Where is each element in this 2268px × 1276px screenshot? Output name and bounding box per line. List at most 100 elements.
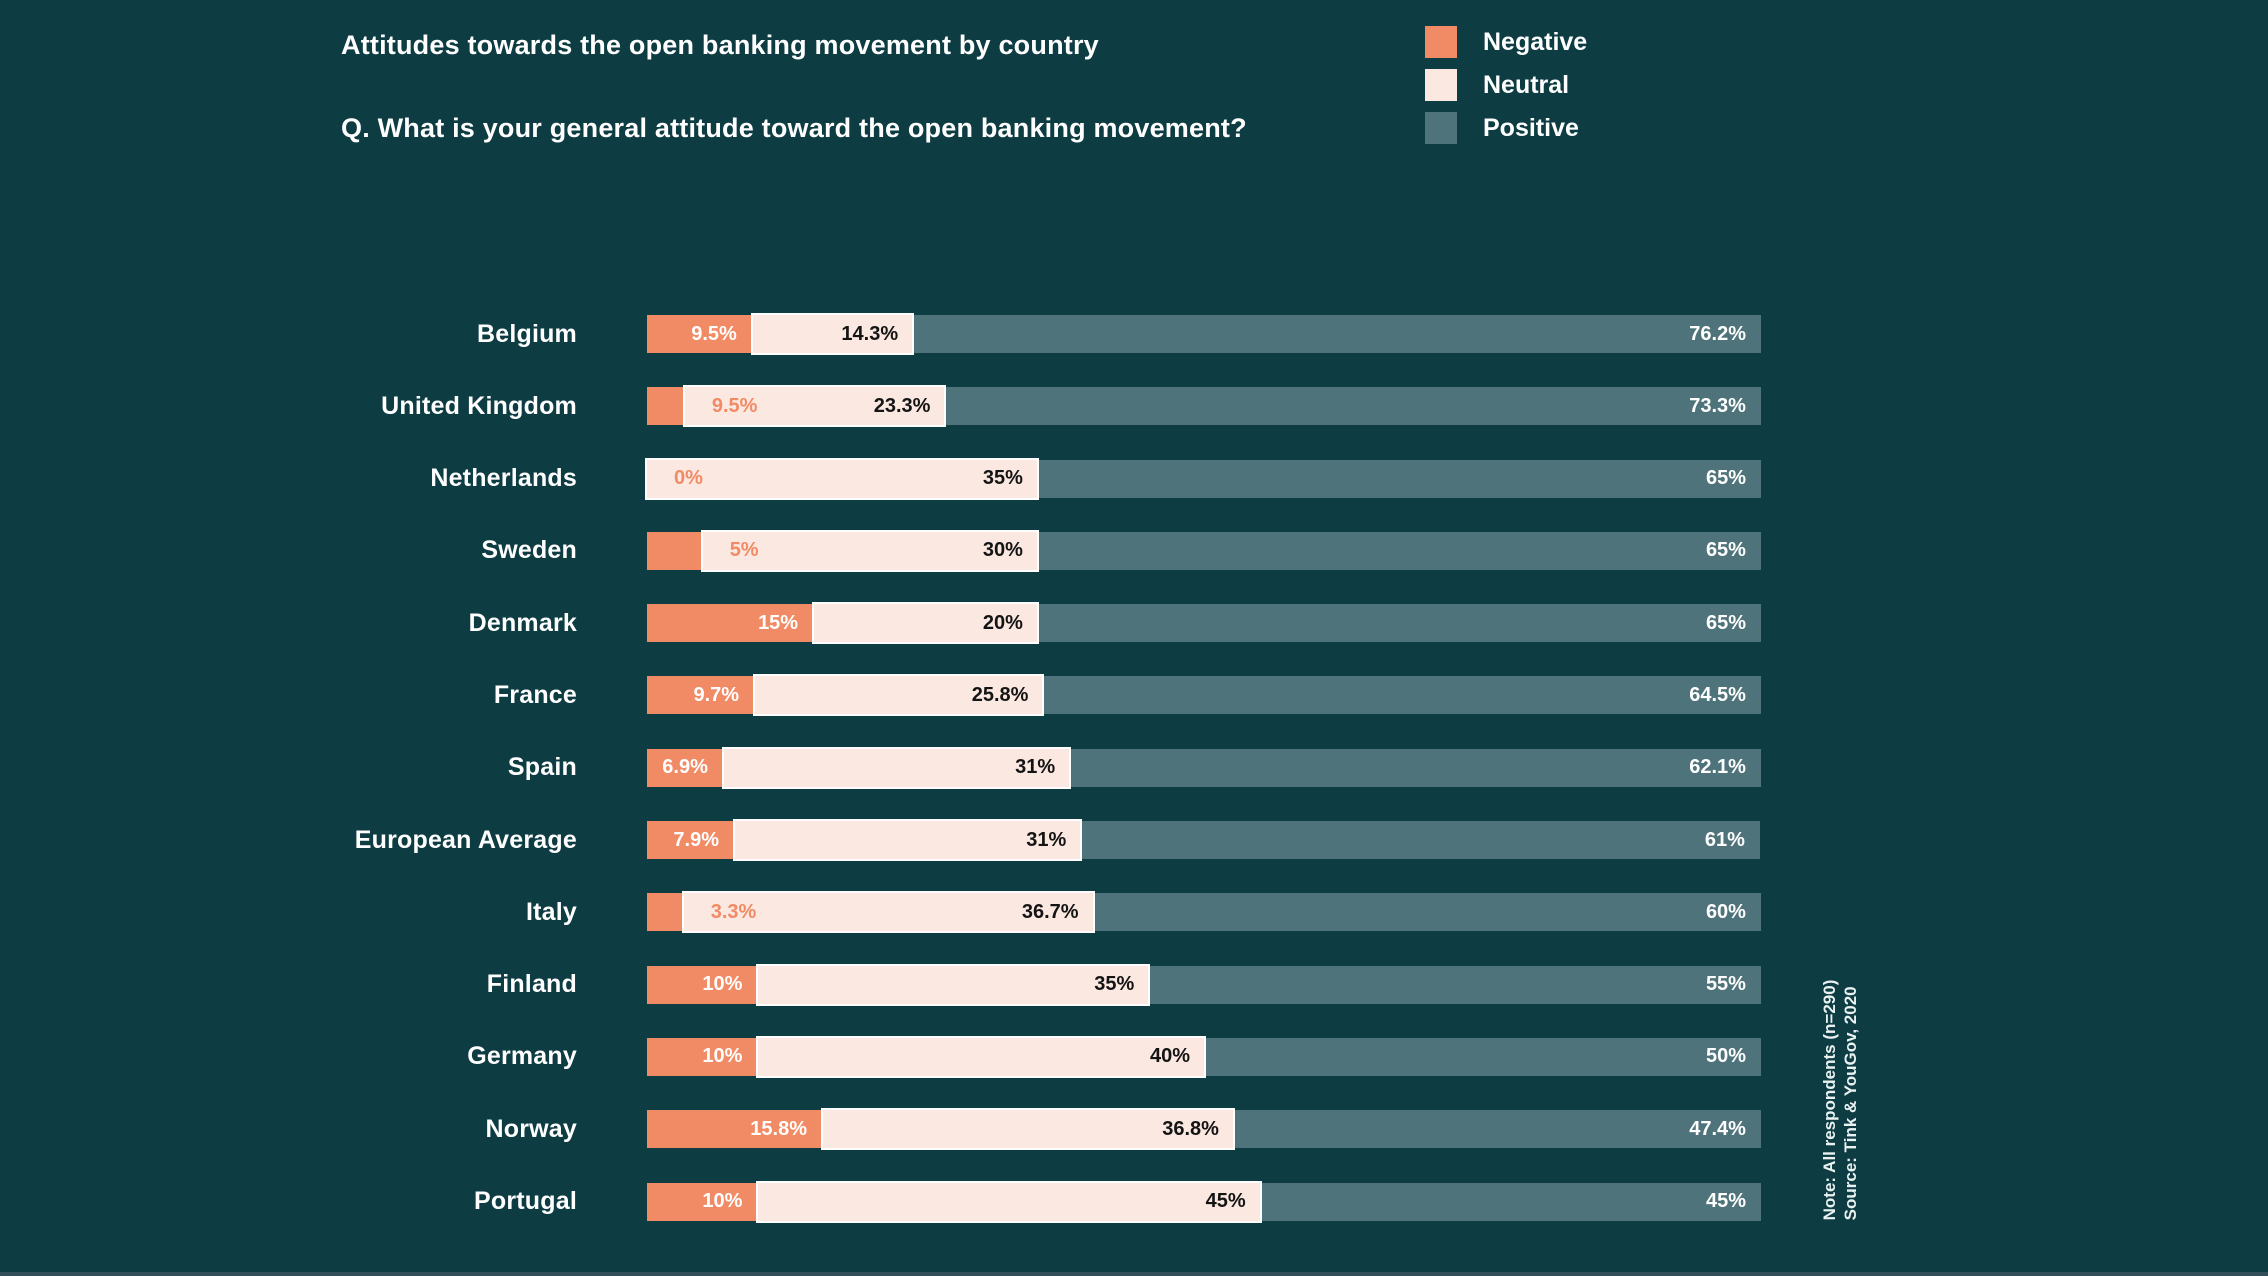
bar-track: 15.8% 36.8% 47.4% [647, 1108, 1761, 1151]
value-label-positive: 47.4% [1689, 1117, 1746, 1140]
value-label-negative: 9.7% [693, 683, 740, 706]
value-label-negative: 15.8% [750, 1117, 807, 1140]
bar-track: 9.5% 14.3% 76.2% [647, 313, 1761, 355]
bar-segment-neutral: 25.8% [753, 674, 1045, 717]
bar-segment-neutral: 31% [721, 746, 1072, 789]
legend-swatch-neutral [1425, 69, 1457, 101]
value-label-positive: 65% [1705, 539, 1746, 562]
country-label: European Average [354, 825, 577, 854]
country-label: Portugal [474, 1187, 577, 1216]
chart-row: European Average 7.9% 31% 61% [0, 819, 1761, 862]
bar-segment-negative [647, 893, 684, 932]
bottom-edge [0, 1272, 2268, 1276]
legend-item-negative: Negative [1425, 26, 1587, 58]
bar-track: 10% 40% 50% [647, 1035, 1761, 1078]
value-label-neutral: 20% [982, 611, 1023, 634]
bar-segment-positive: 65% [1036, 459, 1761, 498]
chart-row: Spain 6.9% 31% 62.1% [0, 746, 1761, 789]
bar-track: 15% 20% 65% [647, 602, 1761, 645]
value-label-neutral: 14.3% [841, 322, 899, 345]
legend-label: Positive [1483, 114, 1579, 142]
bar-segment-neutral: 36.7% [681, 891, 1095, 934]
chart-row: Netherlands 35% 65% 0% [0, 457, 1761, 500]
bar-segment-neutral: 35% [645, 457, 1039, 500]
source-line: Source: Tink & YouGov, 2020 [1841, 986, 1860, 1221]
note-line: Note: All respondents (n=290) [1820, 979, 1839, 1221]
chart-row: Germany 10% 40% 50% [0, 1035, 1761, 1078]
bar-segment-negative: 7.9% [647, 821, 735, 860]
value-label-neutral: 36.7% [1021, 900, 1079, 923]
bar-segment-neutral: 45% [756, 1180, 1262, 1223]
bar-track: 9.7% 25.8% 64.5% [647, 674, 1761, 717]
value-label-positive: 64.5% [1689, 683, 1746, 706]
bar-track: 10% 45% 45% [647, 1180, 1761, 1223]
bar-segment-neutral: 31% [732, 819, 1083, 862]
value-label-negative: 5% [729, 539, 759, 562]
bar-segment-neutral: 40% [756, 1035, 1206, 1078]
chart-row: Finland 10% 35% 55% [0, 963, 1761, 1006]
chart-title: Attitudes towards the open banking movem… [341, 30, 1099, 60]
value-label-negative: 3.3% [710, 900, 757, 923]
bar-segment-positive: 61% [1080, 821, 1760, 860]
chart-row: Denmark 15% 20% 65% [0, 602, 1761, 645]
stacked-bar-chart: Belgium 9.5% 14.3% 76.2% United Kingdom 23.3%… [0, 313, 1761, 1223]
bar-segment-positive: 45% [1259, 1182, 1761, 1221]
bar-segment-neutral: 30% [700, 529, 1039, 572]
value-label-neutral: 35% [1094, 973, 1135, 996]
value-label-positive: 65% [1705, 467, 1746, 490]
chart-row: United Kingdom 23.3% 73.3% 9.5% [0, 385, 1761, 428]
chart-row: Norway 15.8% 36.8% 47.4% [0, 1108, 1761, 1151]
value-label-positive: 50% [1705, 1045, 1746, 1068]
value-label-negative: 10% [702, 1190, 743, 1213]
value-label-negative: 6.9% [662, 756, 708, 779]
value-label-neutral: 25.8% [971, 683, 1029, 706]
chart-subtitle: Q. What is your general attitude toward … [341, 113, 1247, 143]
bar-segment-negative: 10% [647, 1037, 759, 1076]
country-label: Belgium [476, 319, 577, 348]
bar-segment-positive: 73.3% [944, 387, 1761, 426]
bar-segment-negative [647, 387, 685, 426]
legend-swatch-positive [1425, 112, 1457, 144]
bar-segment-negative: 15.8% [647, 1110, 823, 1149]
bar-segment-positive: 64.5% [1042, 676, 1761, 715]
bar-track: 36.7% 60% 3.3% [647, 891, 1761, 934]
legend-item-neutral: Neutral [1425, 69, 1587, 101]
bar-segment-negative: 6.9% [647, 748, 724, 787]
bar-segment-positive: 62.1% [1069, 748, 1761, 787]
value-label-negative: 0% [674, 467, 703, 490]
country-label: United Kingdom [381, 391, 577, 420]
legend: Negative Neutral Positive [1425, 26, 1587, 144]
country-label: Spain [507, 753, 577, 782]
country-label: Netherlands [430, 464, 577, 493]
value-label-neutral: 40% [1149, 1045, 1190, 1068]
value-label-negative: 10% [702, 973, 743, 996]
source-note: Note: All respondents (n=290) Source: Ti… [1819, 980, 1861, 1221]
value-label-positive: 60% [1705, 900, 1746, 923]
value-label-positive: 76.2% [1689, 322, 1746, 345]
bar-segment-neutral: 35% [756, 963, 1151, 1006]
bar-track: 23.3% 73.3% 9.5% [647, 385, 1761, 428]
value-label-neutral: 31% [1026, 828, 1067, 851]
bar-segment-negative: 15% [647, 604, 815, 643]
bar-track: 35% 65% 0% [645, 457, 1761, 500]
value-label-negative: 9.5% [691, 322, 737, 345]
bar-segment-positive: 50% [1203, 1037, 1761, 1076]
value-label-neutral: 30% [982, 539, 1023, 562]
legend-label: Neutral [1483, 71, 1570, 99]
bar-segment-negative: 10% [647, 965, 759, 1004]
value-label-neutral: 31% [1015, 756, 1056, 779]
chart-row: France 9.7% 25.8% 64.5% [0, 674, 1761, 717]
value-label-positive: 45% [1705, 1190, 1746, 1213]
bar-segment-positive: 60% [1092, 893, 1761, 932]
bar-segment-positive: 65% [1036, 604, 1761, 643]
country-label: Germany [467, 1042, 577, 1071]
value-label-positive: 61% [1704, 828, 1745, 851]
bar-track: 30% 65% 5% [647, 529, 1761, 572]
country-label: Sweden [481, 536, 577, 565]
bar-segment-positive: 76.2% [912, 315, 1761, 353]
bar-segment-positive: 55% [1148, 965, 1761, 1004]
bar-segment-neutral: 23.3% [682, 385, 947, 428]
bar-track: 6.9% 31% 62.1% [647, 746, 1761, 789]
bar-track: 7.9% 31% 61% [647, 819, 1761, 862]
bar-segment-positive: 65% [1036, 531, 1761, 570]
